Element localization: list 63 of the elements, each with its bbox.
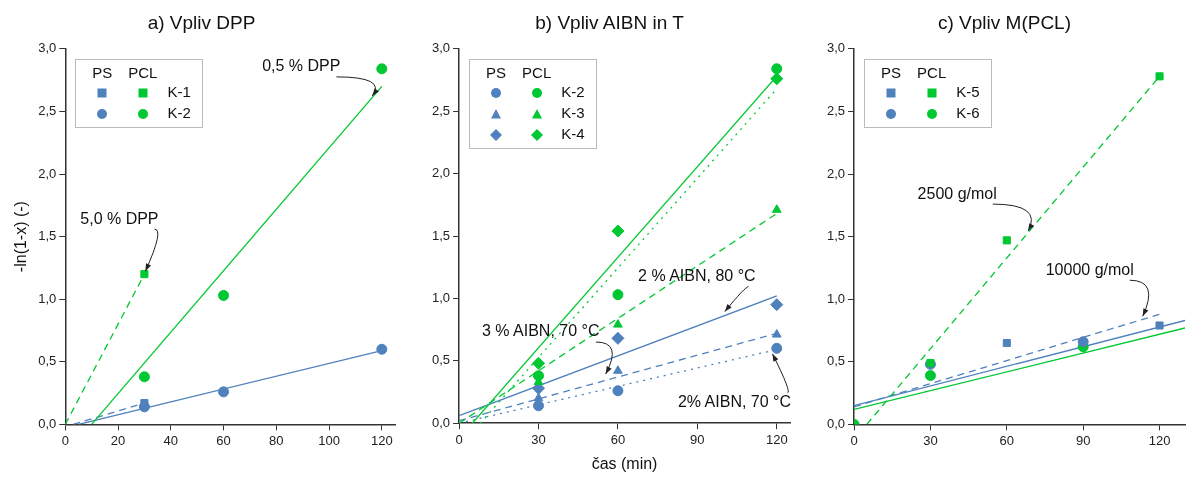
y-tick-label: 1,0	[38, 290, 57, 306]
y-tick-label: 3,0	[431, 40, 451, 56]
y-tick-label: 0,5	[431, 352, 451, 368]
y-axis-title: -ln(1-x) (-)	[12, 201, 30, 273]
y-tick-label: 2,0	[38, 165, 57, 181]
annotation: 5,0 % DPP	[80, 209, 159, 227]
x-tick-label: 0	[850, 432, 858, 448]
x-tick-label: 0	[455, 431, 463, 447]
y-tick-label: 0,0	[826, 415, 846, 431]
y-tick-label: 2,0	[826, 165, 846, 181]
annotation: 2 % AIBN, 80 °C	[638, 267, 756, 285]
annotation: PCL	[521, 63, 553, 81]
y-tick-label: 2,5	[431, 102, 451, 118]
x-tick-label: 60	[999, 432, 1015, 448]
y-tick-label: 0,5	[38, 353, 57, 369]
legend-label: K-5	[955, 81, 981, 102]
annotation: PS	[485, 63, 508, 81]
x-tick-label: 100	[318, 432, 340, 448]
annotation: PCL	[127, 63, 159, 81]
annotation: 0,5 % DPP	[262, 57, 341, 75]
y-tick-label: 1,5	[38, 228, 57, 244]
x-axis-title: čas (min)	[591, 454, 658, 472]
y-tick-label: 1,5	[826, 228, 846, 244]
x-tick-label: 90	[1075, 432, 1091, 448]
annotation: PCL	[916, 63, 948, 81]
annotation: PS	[91, 63, 114, 81]
legend-label: K-3	[560, 102, 586, 123]
x-tick-label: 30	[923, 432, 938, 448]
x-tick-label: 120	[370, 432, 393, 448]
chart-title: b) Vpliv AIBN in T	[535, 11, 685, 33]
x-tick-label: 90	[690, 431, 705, 447]
y-tick-label: 2,5	[826, 102, 846, 118]
annotation: 10000 g/mol	[1045, 260, 1134, 278]
annotation: 3 % AIBN, 70 °C	[481, 322, 600, 340]
y-tick-label: 1,0	[826, 290, 846, 306]
y-tick-label: 2,0	[431, 165, 451, 181]
legend-label: K-1	[166, 81, 192, 102]
legend-label: K-2	[560, 81, 586, 102]
x-tick-label: 30	[531, 431, 546, 447]
legend-label: K-6	[955, 102, 981, 123]
annotation: PS	[880, 63, 903, 81]
x-tick-label: 40	[163, 432, 179, 448]
x-tick-label: 20	[110, 432, 126, 448]
y-tick-label: 0,0	[38, 415, 57, 431]
chart-title: c) Vpliv M(PCL)	[937, 11, 1072, 33]
x-tick-label: 60	[610, 431, 626, 447]
y-tick-label: 0,0	[431, 414, 451, 430]
x-tick-label: 80	[269, 432, 284, 448]
x-tick-label: 120	[765, 431, 788, 447]
y-tick-label: 1,0	[431, 289, 451, 305]
legend-label: K-4	[560, 123, 586, 144]
x-tick-label: 120	[1148, 432, 1171, 448]
chart-title: a) Vpliv DPP	[147, 11, 256, 33]
y-tick-label: 3,0	[826, 40, 846, 56]
annotation: 2% AIBN, 70 °C	[677, 393, 792, 411]
annotation: 2500 g/mol	[917, 184, 997, 202]
y-tick-label: 1,5	[431, 227, 451, 243]
x-tick-label: 0	[61, 432, 69, 448]
x-tick-label: 60	[216, 432, 231, 448]
y-tick-label: 2,5	[38, 102, 57, 118]
legend-label: K-2	[166, 102, 192, 123]
y-tick-label: 0,5	[826, 353, 846, 369]
y-tick-label: 3,0	[38, 40, 57, 56]
